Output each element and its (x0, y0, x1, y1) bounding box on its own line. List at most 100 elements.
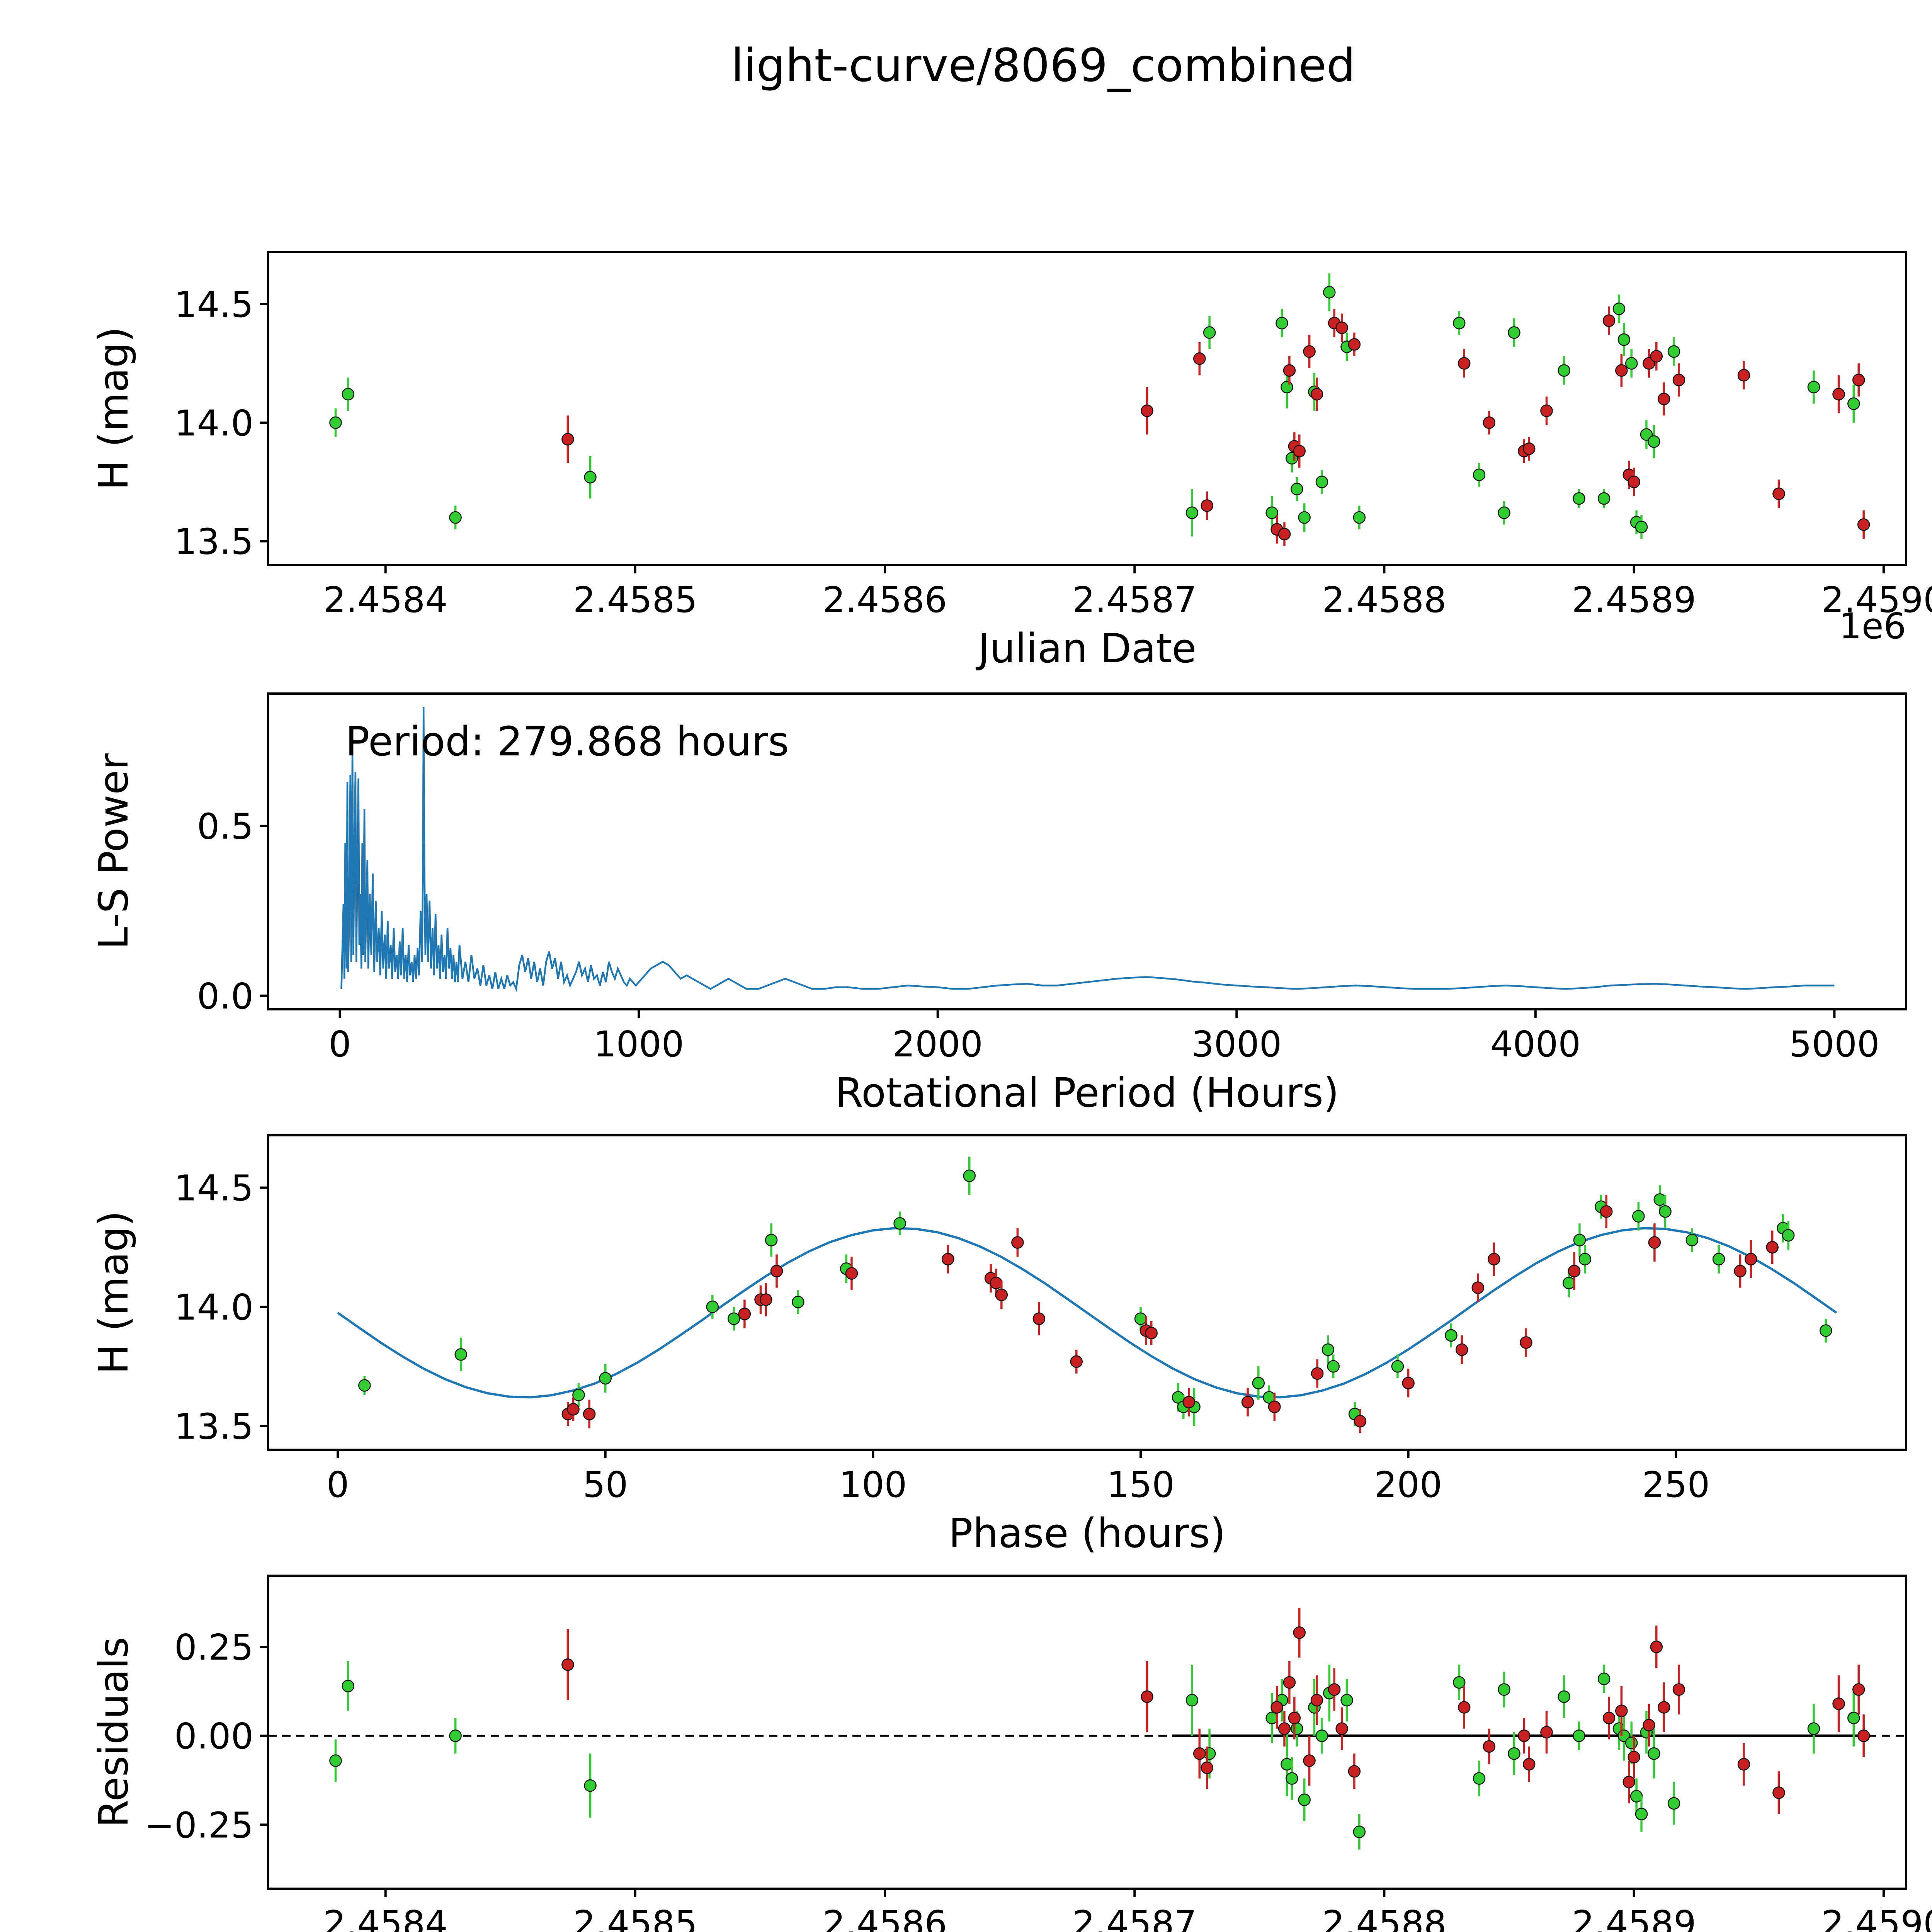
data-point (329, 416, 342, 429)
data-point (1650, 1640, 1663, 1653)
data-point (1453, 316, 1466, 330)
green-series (329, 273, 1860, 539)
x-tick-label: 2.4585 (573, 579, 697, 621)
data-point (1335, 1722, 1348, 1735)
data-point (1523, 1758, 1536, 1771)
panel-periodogram: Period: 279.868 hours 0 1000 2000 3000 4000 50… (90, 692, 1907, 1116)
data-point (1628, 1751, 1640, 1764)
x-tick-label: 100 (839, 1464, 907, 1505)
x-tick-label: 0 (327, 1464, 349, 1505)
data-point (1265, 506, 1278, 519)
data-point (1185, 1694, 1199, 1707)
x-tick-label: 0 (328, 1024, 351, 1065)
data-point (1635, 520, 1648, 534)
data-point (1455, 1343, 1468, 1356)
data-point (1270, 1701, 1283, 1714)
data-point (1857, 1729, 1870, 1742)
data-point (1625, 1736, 1638, 1749)
fit-curve (337, 1227, 1837, 1399)
data-point (738, 1308, 751, 1320)
data-point (1573, 492, 1585, 505)
data-point (1483, 416, 1496, 429)
data-point (1281, 381, 1293, 394)
data-point (1473, 1772, 1486, 1785)
data-point (1807, 381, 1820, 394)
x-tick-label: 2.4585 (573, 1903, 697, 1932)
data-point (1471, 1281, 1485, 1294)
data-point (1847, 1711, 1860, 1725)
data-point (1667, 1797, 1680, 1810)
data-point (599, 1372, 612, 1385)
x-tick-label: 2.4587 (1072, 579, 1197, 621)
data-point (567, 1403, 580, 1416)
data-point (1558, 364, 1570, 377)
data-point (1483, 1740, 1496, 1753)
data-point (1712, 1253, 1725, 1265)
data-point (1573, 1234, 1586, 1247)
axes-frame (267, 251, 1907, 566)
y-tick-label: 0.0 (197, 976, 253, 1017)
x-tick-label: 2.4589 (1572, 579, 1696, 621)
data-point (1291, 483, 1303, 495)
data-point (1145, 1327, 1158, 1340)
figure-title: light-curve/8069_combined (731, 39, 1355, 92)
data-point (1278, 1722, 1291, 1735)
data-point (1602, 1711, 1616, 1725)
data-point (1032, 1312, 1046, 1325)
x-tick-label: 200 (1374, 1464, 1442, 1505)
data-point (1558, 1690, 1570, 1703)
data-point (572, 1388, 585, 1401)
data-point (1315, 1729, 1328, 1742)
data-point (1518, 1729, 1531, 1742)
data-point (1201, 499, 1213, 512)
data-point (1568, 1265, 1581, 1277)
data-point (1857, 518, 1870, 531)
data-point (1348, 338, 1361, 351)
data-point (1241, 1396, 1254, 1408)
data-point (1445, 1329, 1458, 1342)
data-point (1523, 442, 1536, 455)
data-point (1602, 314, 1616, 327)
data-point (1832, 1697, 1845, 1710)
period-annotation: Period: 279.868 hours (345, 718, 789, 765)
y-tick-label: 13.5 (174, 1406, 253, 1447)
data-point (942, 1253, 954, 1265)
data-point (1819, 1324, 1832, 1337)
data-point (1310, 388, 1323, 401)
data-point (1402, 1377, 1415, 1389)
x-tick-label: 2.4588 (1322, 579, 1447, 621)
y-tick-label: 0.00 (174, 1716, 253, 1757)
data-point (1648, 1747, 1660, 1760)
data-point (1667, 345, 1680, 358)
data-point (449, 1729, 462, 1742)
data-point (1657, 393, 1670, 405)
y-tick-label: 0.25 (174, 1627, 253, 1668)
x-tick-label: 2000 (893, 1024, 983, 1065)
data-point (1508, 1747, 1520, 1760)
data-point (1807, 1722, 1820, 1735)
data-point (1657, 1701, 1670, 1714)
data-point (1134, 1312, 1147, 1325)
data-point (990, 1277, 1003, 1289)
data-point (1648, 435, 1660, 448)
red-series (561, 306, 1870, 546)
x-axis-label: Julian Date (976, 625, 1197, 672)
data-point (561, 433, 574, 446)
data-point (1193, 352, 1206, 365)
data-point (1453, 1676, 1466, 1689)
data-point (1734, 1265, 1747, 1277)
axes-frame (267, 1575, 1907, 1890)
data-point (584, 1779, 597, 1792)
data-point (1473, 468, 1486, 481)
green-series (329, 1661, 1860, 1850)
y-axis-label: L-S Power (90, 753, 137, 949)
data-point (1600, 1205, 1613, 1218)
data-point (1650, 350, 1663, 363)
data-point (1276, 316, 1288, 330)
data-point (792, 1296, 804, 1308)
data-point (1563, 1277, 1575, 1289)
data-point (1597, 1672, 1611, 1685)
data-point (1327, 1360, 1340, 1373)
data-point (1353, 511, 1366, 524)
